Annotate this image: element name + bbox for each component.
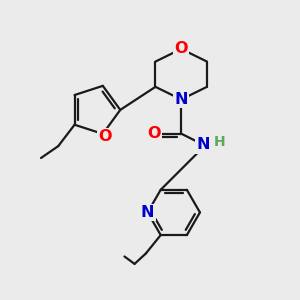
Text: N: N: [175, 92, 188, 107]
Text: O: O: [148, 126, 161, 141]
Text: N: N: [141, 205, 154, 220]
Text: O: O: [175, 41, 188, 56]
Text: N: N: [197, 137, 210, 152]
Text: O: O: [98, 129, 112, 144]
Text: H: H: [213, 135, 225, 149]
